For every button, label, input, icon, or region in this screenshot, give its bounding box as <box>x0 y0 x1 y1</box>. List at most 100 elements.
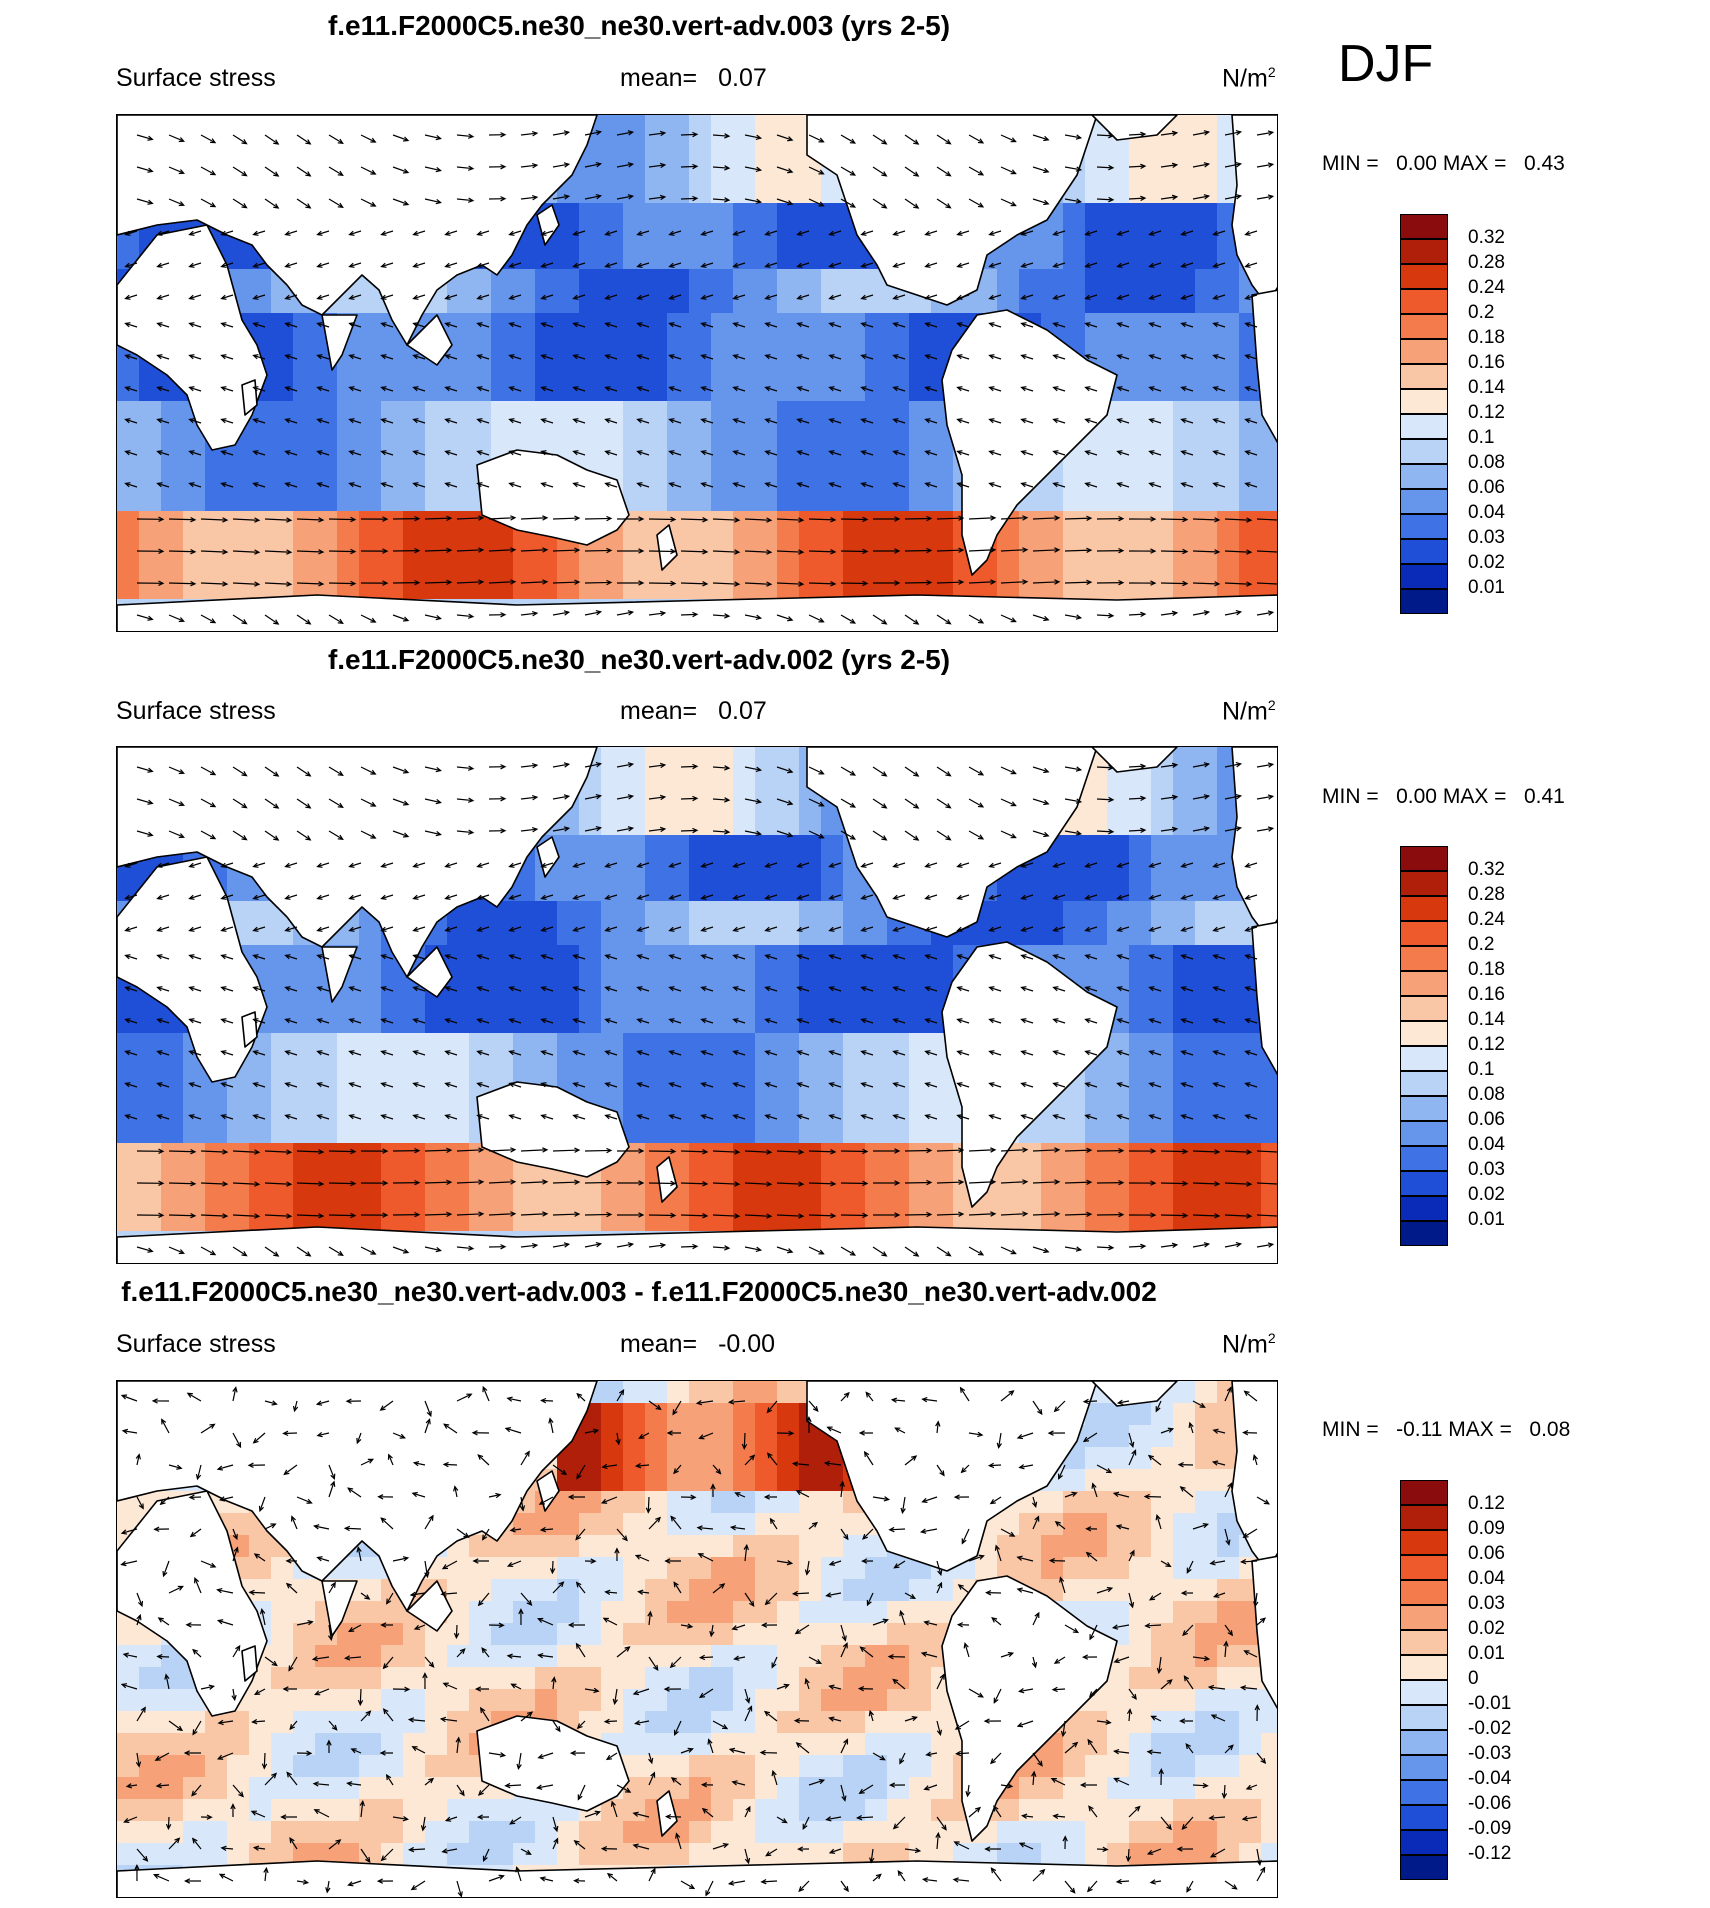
stress-vector <box>189 450 202 456</box>
field-cell <box>799 945 822 968</box>
stress-vector-head <box>252 954 259 960</box>
field-cell <box>601 533 624 556</box>
stress-vector-head <box>1212 294 1219 300</box>
stress-vector <box>264 830 279 841</box>
stress-vector <box>1000 614 1016 623</box>
field-cell <box>359 445 382 468</box>
field-cell <box>711 1121 734 1144</box>
field-cell <box>359 379 382 402</box>
stress-vector-head <box>659 194 667 201</box>
stress-vector-head <box>318 517 325 523</box>
stress-vector-head <box>734 581 741 587</box>
coastline <box>117 747 598 978</box>
stress-vector <box>509 862 522 868</box>
stress-vector <box>925 450 938 456</box>
stress-vector-head <box>316 1018 323 1024</box>
stress-vector <box>989 1114 1002 1120</box>
stress-vector <box>136 614 153 620</box>
stress-vector <box>1085 1018 1098 1024</box>
stress-vector <box>541 230 554 236</box>
stress-vector-head <box>220 986 227 992</box>
colorbar-swatch <box>1400 489 1448 514</box>
stress-vector <box>1021 322 1034 328</box>
field-cell <box>733 791 756 814</box>
field-cell <box>1041 901 1064 924</box>
field-cell <box>1195 989 1218 1012</box>
stress-vector-head <box>828 450 835 456</box>
stress-vector <box>1224 1150 1251 1153</box>
stress-vector-head <box>604 450 611 456</box>
field-cell <box>315 533 338 556</box>
stress-vector-head <box>732 386 739 392</box>
stress-vector <box>317 894 330 900</box>
field-cell <box>535 577 558 600</box>
stress-vector-head <box>894 548 901 554</box>
units-exponent: 2 <box>1267 1330 1276 1346</box>
stress-vector <box>285 294 298 300</box>
field-cell <box>1173 923 1196 946</box>
field-cell <box>909 989 932 1012</box>
field-cell <box>315 1077 338 1100</box>
field-cell <box>557 225 580 248</box>
stress-vector <box>477 1082 490 1088</box>
stress-vector <box>125 418 138 424</box>
field-cell <box>1173 813 1196 836</box>
field-cell <box>1151 181 1174 204</box>
stress-vector <box>669 386 682 392</box>
stress-vector-head <box>348 354 355 360</box>
stress-vector-head <box>636 1018 643 1024</box>
field-cell <box>887 291 910 314</box>
stress-vector-head <box>764 862 771 868</box>
stress-vector <box>861 322 874 328</box>
field-cell <box>161 1209 184 1232</box>
field-cell <box>623 1165 646 1188</box>
stress-vector-head <box>380 1050 387 1056</box>
stress-vector <box>648 196 665 200</box>
stress-vector-head <box>724 1245 731 1251</box>
stress-vector <box>232 198 247 209</box>
stress-vector <box>957 354 970 360</box>
stress-vector <box>189 986 202 992</box>
stress-vector-head <box>860 322 867 328</box>
stress-vector-head <box>1084 354 1091 360</box>
colorbar-swatch <box>1400 846 1448 871</box>
field-cell <box>733 313 756 336</box>
stress-vector-head <box>787 800 794 806</box>
field-cell <box>755 835 778 858</box>
field-cell <box>645 813 668 836</box>
field-cell <box>161 555 184 578</box>
stress-vector-head <box>1020 262 1027 268</box>
field-cell <box>997 555 1020 578</box>
stress-vector-head <box>220 450 227 456</box>
stress-vector-head <box>913 171 920 177</box>
stress-vector-head <box>1140 827 1147 834</box>
stress-vector-head <box>787 136 794 142</box>
stress-vector-head <box>945 803 952 809</box>
field-cell <box>1261 1187 1277 1210</box>
stress-vector-head <box>1020 322 1027 328</box>
field-cell <box>623 159 646 182</box>
stress-vector-head <box>508 862 515 868</box>
field-cell <box>491 291 514 314</box>
field-cell <box>645 511 668 534</box>
field-cell <box>227 533 250 556</box>
stress-vector-head <box>755 766 763 772</box>
field-cell <box>579 181 602 204</box>
stress-vector-head <box>1086 579 1093 585</box>
colorbar-label: 0.16 <box>1468 984 1505 1005</box>
stress-vector-head <box>798 517 805 523</box>
stress-vector-head <box>178 617 186 623</box>
field-cell <box>183 1143 206 1166</box>
field-cell <box>1129 1121 1152 1144</box>
stress-vector <box>861 230 874 236</box>
stress-vector <box>808 1214 836 1217</box>
stress-vector-head <box>787 1248 794 1254</box>
field-cell <box>909 1033 932 1056</box>
colorbar-label: 0.12 <box>1468 402 1505 423</box>
field-cell <box>623 115 646 138</box>
field-cell <box>645 291 668 314</box>
stress-vector-head <box>828 1114 835 1120</box>
stress-vector <box>317 1082 330 1088</box>
stress-vector-head <box>1020 482 1027 488</box>
stress-vector-head <box>1010 201 1017 207</box>
